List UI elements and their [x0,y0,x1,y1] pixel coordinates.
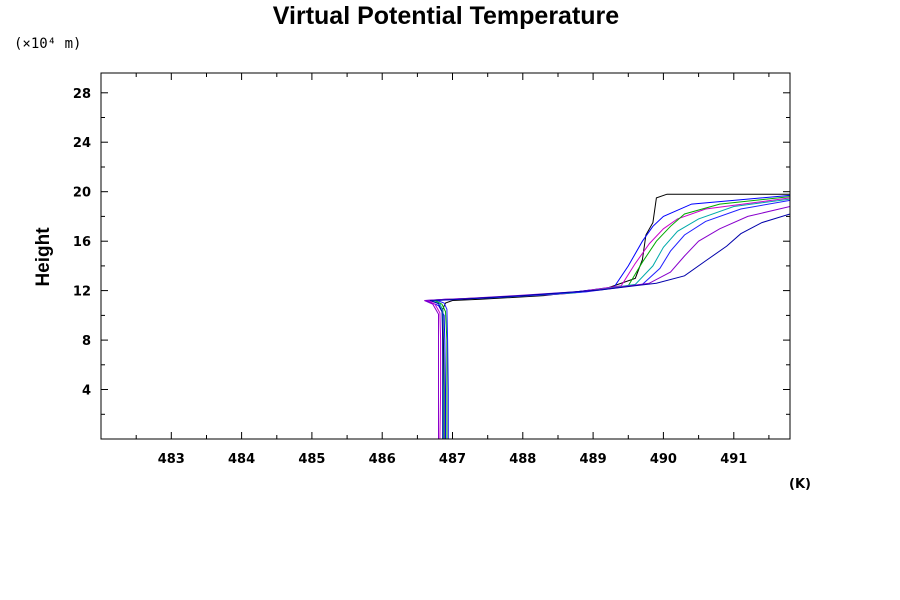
y-tick-label: 16 [73,235,91,250]
x-tick-label: 483 [158,452,185,467]
plot-frame [100,72,791,440]
y-tick-label: 4 [82,384,91,399]
x-tick-label: 488 [509,452,536,467]
tick-labels: 483 484 485 486 487 488 489 490 491 4 8 12 16 20 24 28 [73,87,747,467]
profile-line [436,199,790,439]
profile-line [431,198,790,439]
y-tick-label: 8 [82,334,91,349]
axis-ticks [100,73,790,439]
y-scale-label: (×10⁴ m) [14,36,81,52]
profile-line [426,197,790,439]
profile-curves [424,193,790,439]
chart-title: Virtual Potential Temperature [273,2,619,30]
y-tick-label: 20 [73,186,91,201]
x-tick-label: 486 [369,452,396,467]
x-tick-label: 487 [439,452,466,467]
x-tick-label: 491 [720,452,747,467]
profile-line [442,193,790,439]
y-tick-label: 12 [73,285,91,300]
x-tick-label: 484 [228,452,255,467]
y-tick-label: 24 [73,136,91,151]
profile-line [425,194,790,439]
profile-line [433,196,790,439]
x-tick-label: 485 [298,452,325,467]
x-axis-unit-label: (K) [789,477,811,492]
y-axis-label: Height [33,227,54,287]
profile-line [429,213,790,439]
x-tick-label: 490 [650,452,677,467]
y-tick-label: 28 [73,87,91,102]
x-tick-label: 489 [580,452,607,467]
profile-line [424,206,790,439]
